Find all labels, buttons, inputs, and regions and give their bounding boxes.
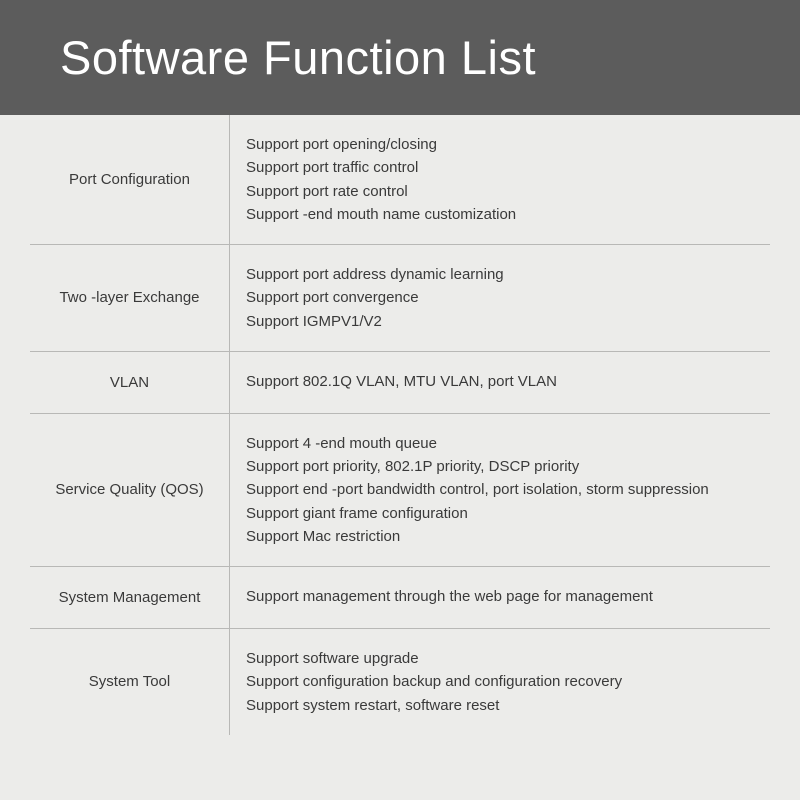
row-label: System Management [30,567,230,628]
table-row: Service Quality (QOS) Support 4 -end mou… [30,414,770,567]
row-description: Support 802.1Q VLAN, MTU VLAN, port VLAN [230,352,770,413]
feature-line: Support 802.1Q VLAN, MTU VLAN, port VLAN [246,370,770,393]
page-title: Software Function List [60,30,536,85]
feature-line: Support port address dynamic learning [246,263,770,286]
feature-line: Support port opening/closing [246,133,770,156]
feature-line: Support software upgrade [246,647,770,670]
table-row: VLAN Support 802.1Q VLAN, MTU VLAN, port… [30,352,770,414]
feature-line: Support IGMPV1/V2 [246,310,770,333]
feature-line: Support port convergence [246,286,770,309]
row-description: Support port opening/closing Support por… [230,115,770,244]
function-table: Port Configuration Support port opening/… [0,115,800,735]
row-description: Support management through the web page … [230,567,770,628]
feature-line: Support system restart, software reset [246,694,770,717]
row-label: Port Configuration [30,115,230,244]
feature-line: Support port rate control [246,180,770,203]
row-description: Support software upgrade Support configu… [230,629,770,735]
row-label: Two -layer Exchange [30,245,230,351]
feature-line: Support port traffic control [246,156,770,179]
feature-line: Support management through the web page … [246,585,770,608]
feature-line: Support port priority, 802.1P priority, … [246,455,770,478]
row-label: Service Quality (QOS) [30,414,230,566]
feature-line: Support giant frame configuration [246,502,770,525]
row-label: VLAN [30,352,230,413]
feature-line: Support configuration backup and configu… [246,670,770,693]
page-header: Software Function List [0,0,800,115]
feature-line: Support -end mouth name customization [246,203,770,226]
row-description: Support 4 -end mouth queue Support port … [230,414,770,566]
table-row: System Tool Support software upgrade Sup… [30,629,770,735]
feature-line: Support 4 -end mouth queue [246,432,770,455]
table-row: System Management Support management thr… [30,567,770,629]
table-row: Port Configuration Support port opening/… [30,115,770,245]
feature-line: Support Mac restriction [246,525,770,548]
table-row: Two -layer Exchange Support port address… [30,245,770,352]
row-label: System Tool [30,629,230,735]
feature-line: Support end -port bandwidth control, por… [246,478,770,501]
row-description: Support port address dynamic learning Su… [230,245,770,351]
